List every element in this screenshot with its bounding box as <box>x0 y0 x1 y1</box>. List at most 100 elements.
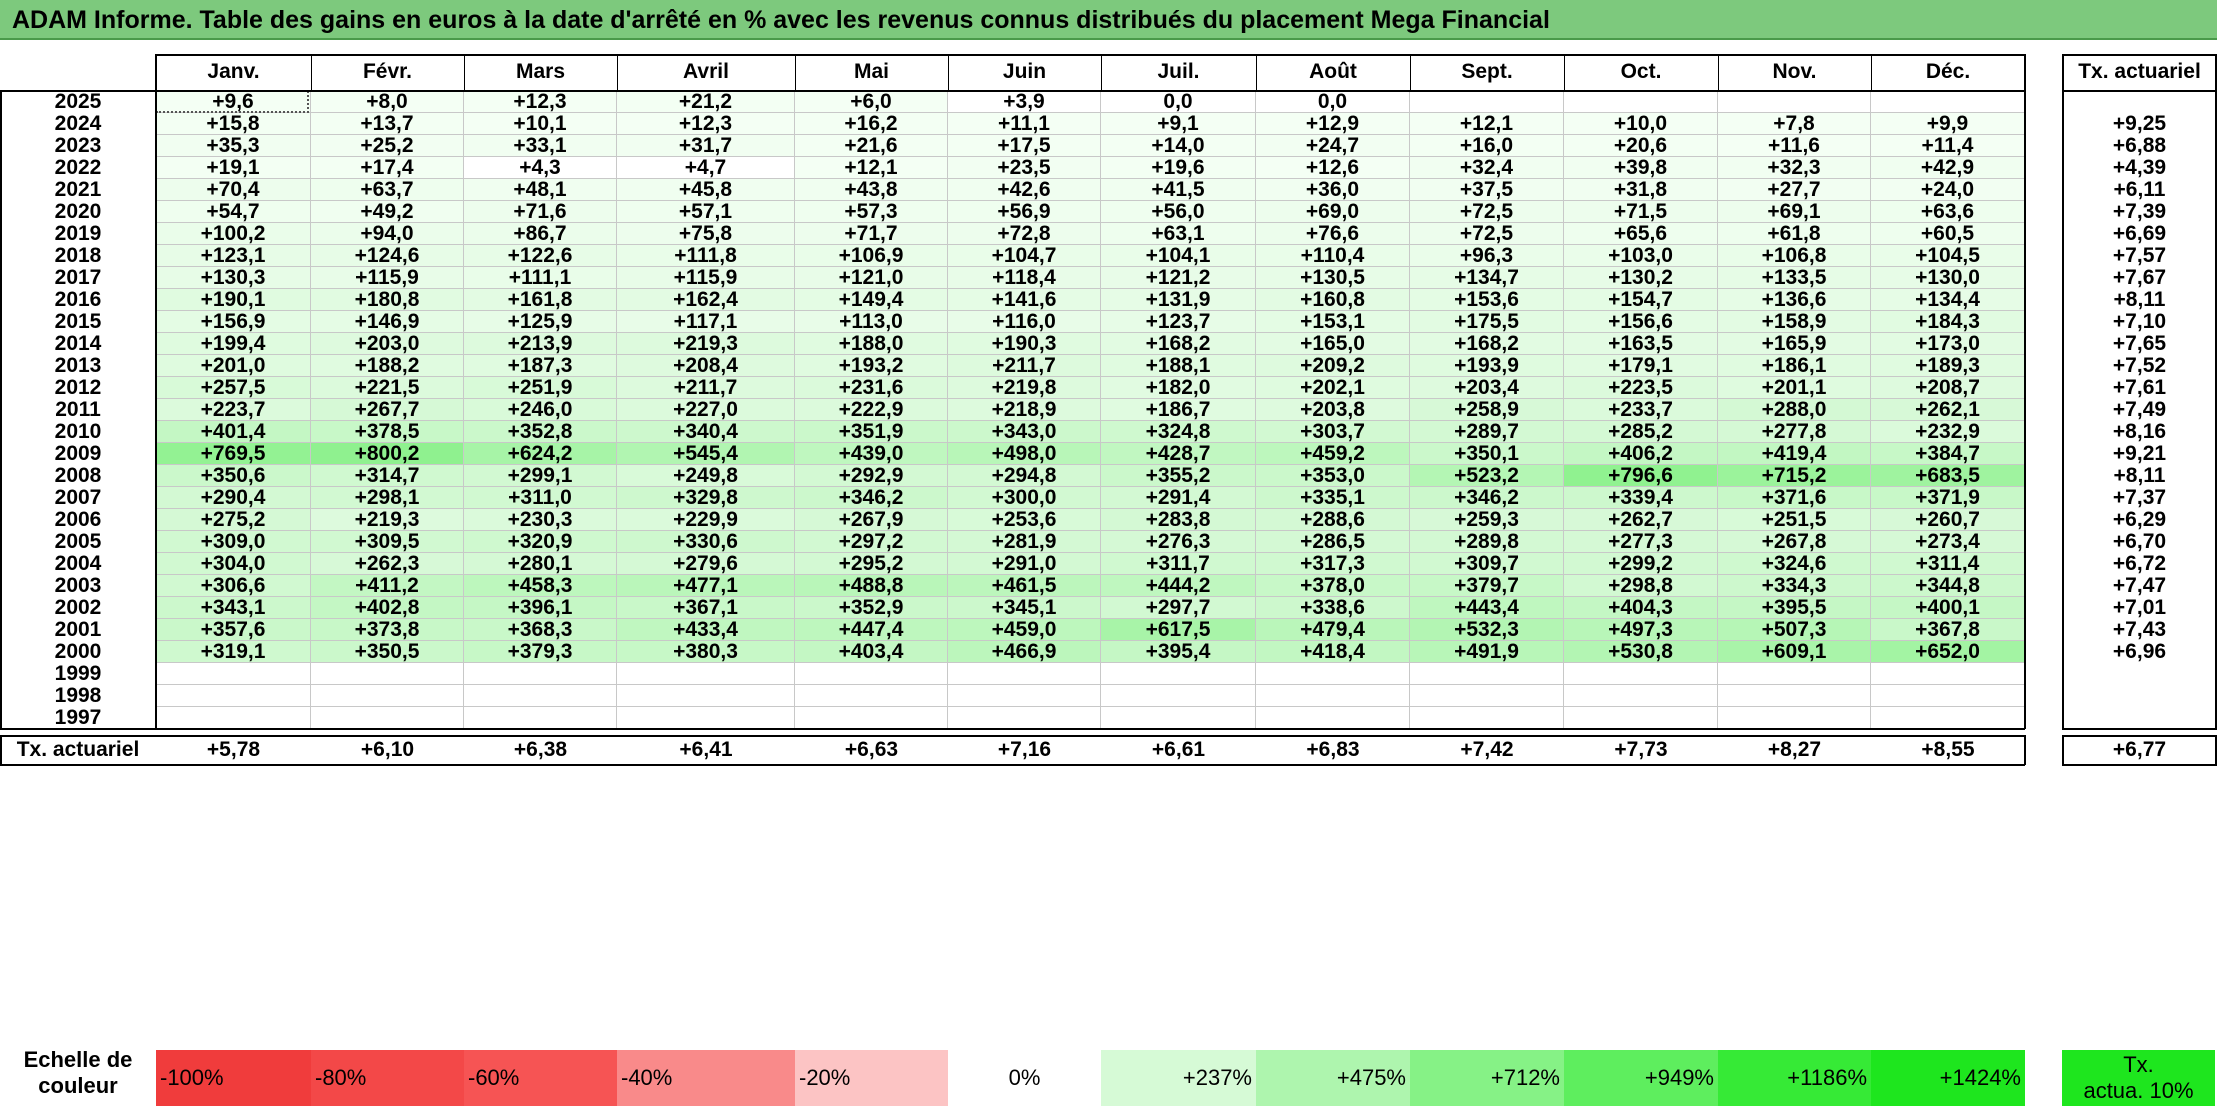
table-cell: +48,1 <box>464 179 617 201</box>
table-cell: +17,4 <box>311 157 464 179</box>
table-cell: +401,4 <box>156 421 311 443</box>
table-cell: +61,8 <box>1718 223 1871 245</box>
table-cell: +184,3 <box>1871 311 2025 333</box>
color-scale-swatch: 0% <box>948 1050 1101 1106</box>
row-tx-actuariel: +6,70 <box>2112 531 2167 553</box>
table-cell <box>617 663 795 685</box>
table-cell: +260,7 <box>1871 509 2025 531</box>
table-cell <box>464 663 617 685</box>
table-cell <box>464 707 617 729</box>
table-cell: +110,4 <box>1256 245 1410 267</box>
table-cell: +355,2 <box>1101 465 1256 487</box>
table-cell: +106,9 <box>795 245 948 267</box>
table-border <box>2215 735 2217 765</box>
table-cell: +267,8 <box>1718 531 1871 553</box>
table-cell: +116,0 <box>948 311 1101 333</box>
row-year: 2020 <box>54 201 102 223</box>
table-cell: +10,0 <box>1564 113 1718 135</box>
row-tx-actuariel: +7,47 <box>2112 575 2167 597</box>
table-cell: +291,0 <box>948 553 1101 575</box>
table-cell: +187,3 <box>464 355 617 377</box>
row-year: 2005 <box>54 531 102 553</box>
table-cell: +122,6 <box>464 245 617 267</box>
table-cell: +189,3 <box>1871 355 2025 377</box>
color-scale-swatch: -40% <box>617 1050 795 1106</box>
table-cell: +209,2 <box>1256 355 1410 377</box>
table-cell: +281,9 <box>948 531 1101 553</box>
table-cell: +523,2 <box>1410 465 1564 487</box>
table-cell: +276,3 <box>1101 531 1256 553</box>
table-cell: +72,8 <box>948 223 1101 245</box>
table-cell: +346,2 <box>795 487 948 509</box>
color-scale-swatch: +949% <box>1564 1050 1718 1106</box>
table-cell: 0,0 <box>1256 91 1410 113</box>
table-cell: +477,1 <box>617 575 795 597</box>
table-border <box>0 735 2025 737</box>
row-tx-actuariel <box>2062 663 2217 685</box>
table-cell: +223,7 <box>156 399 311 421</box>
column-separator <box>464 54 465 91</box>
table-cell: +290,4 <box>156 487 311 509</box>
row-year: 2004 <box>54 553 102 575</box>
table-cell: +324,8 <box>1101 421 1256 443</box>
scale-label-line: Echelle de <box>23 1047 133 1072</box>
row-tx-actuariel: +7,37 <box>2112 487 2167 509</box>
table-cell: +418,4 <box>1256 641 1410 663</box>
table-cell: +31,8 <box>1564 179 1718 201</box>
table-cell: +134,7 <box>1410 267 1564 289</box>
table-cell: +497,3 <box>1564 619 1718 641</box>
table-cell: +9,6 <box>156 91 311 113</box>
table-cell: +258,9 <box>1410 399 1564 421</box>
table-cell <box>1718 663 1871 685</box>
table-cell: +317,3 <box>1256 553 1410 575</box>
table-cell: +800,2 <box>311 443 464 465</box>
table-cell: +253,6 <box>948 509 1101 531</box>
month-header: Févr. <box>362 60 413 83</box>
table-cell: +32,4 <box>1410 157 1564 179</box>
row-tx-actuariel: +7,43 <box>2112 619 2167 641</box>
table-cell: +277,3 <box>1564 531 1718 553</box>
table-cell <box>1564 685 1718 707</box>
row-year: 2015 <box>54 311 102 333</box>
table-cell: +190,3 <box>948 333 1101 355</box>
color-scale-swatch: +712% <box>1410 1050 1564 1106</box>
month-header: Mai <box>853 60 889 83</box>
table-cell: +180,8 <box>311 289 464 311</box>
table-cell: +6,0 <box>795 91 948 113</box>
table-cell <box>1256 707 1410 729</box>
row-tx-actuariel: +6,96 <box>2112 641 2167 663</box>
table-cell: +12,1 <box>795 157 948 179</box>
table-cell: +16,0 <box>1410 135 1564 157</box>
column-separator <box>948 54 949 91</box>
table-cell: +49,2 <box>311 201 464 223</box>
page-title: ADAM Informe. Table des gains en euros à… <box>0 0 2217 40</box>
column-separator <box>1256 54 1257 91</box>
table-cell: +466,9 <box>948 641 1101 663</box>
color-scale-swatch: -100% <box>156 1050 311 1106</box>
month-header: Janv. <box>207 60 260 83</box>
table-cell <box>156 707 311 729</box>
footer-cell: +7,42 <box>1460 738 1514 761</box>
table-cell: +72,5 <box>1410 201 1564 223</box>
table-cell: +371,6 <box>1718 487 1871 509</box>
color-scale-swatch: +475% <box>1256 1050 1410 1106</box>
table-cell: +715,2 <box>1718 465 1871 487</box>
table-cell: +289,7 <box>1410 421 1564 443</box>
color-scale-swatch: -80% <box>311 1050 464 1106</box>
table-cell: +352,8 <box>464 421 617 443</box>
table-border <box>2215 54 2217 729</box>
row-tx-actuariel: +7,61 <box>2112 377 2167 399</box>
table-cell: +203,0 <box>311 333 464 355</box>
table-cell: +262,1 <box>1871 399 2025 421</box>
table-cell: +479,4 <box>1256 619 1410 641</box>
table-cell: +683,5 <box>1871 465 2025 487</box>
table-cell: +334,3 <box>1718 575 1871 597</box>
table-cell: +57,1 <box>617 201 795 223</box>
table-cell: +491,9 <box>1410 641 1564 663</box>
table-cell: +14,0 <box>1101 135 1256 157</box>
table-cell: +168,2 <box>1410 333 1564 355</box>
table-cell: +488,8 <box>795 575 948 597</box>
table-cell: +617,5 <box>1101 619 1256 641</box>
table-cell <box>1871 663 2025 685</box>
table-cell: +75,8 <box>617 223 795 245</box>
